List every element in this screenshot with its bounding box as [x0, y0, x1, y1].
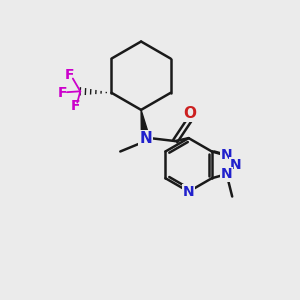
Text: O: O [184, 106, 196, 121]
Text: F: F [58, 86, 67, 100]
Text: N: N [220, 167, 232, 181]
Text: N: N [139, 130, 152, 146]
Polygon shape [141, 110, 150, 139]
Text: N: N [230, 158, 241, 172]
Text: N: N [183, 184, 194, 199]
Text: F: F [65, 68, 75, 82]
Text: F: F [71, 99, 81, 113]
Text: N: N [220, 148, 232, 163]
